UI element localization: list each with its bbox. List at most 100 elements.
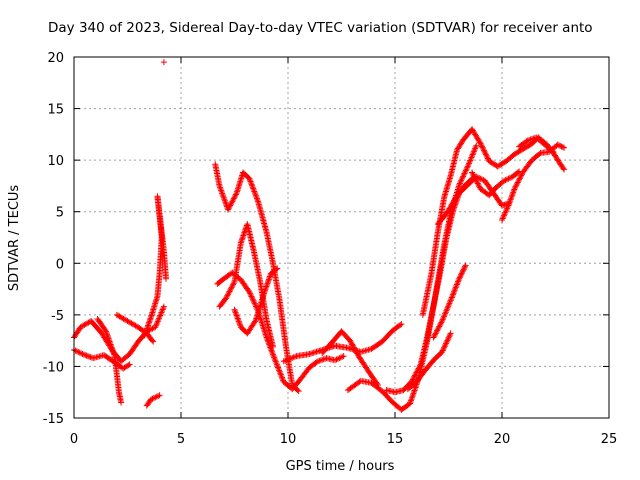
data-point-arc-p — [452, 285, 459, 292]
data-point-arc-o — [446, 333, 453, 340]
data-point-arc-h — [273, 361, 280, 368]
data-point-arc-g — [232, 192, 239, 199]
data-point-arc-p — [449, 291, 456, 298]
data-point-arc-c — [111, 351, 118, 358]
data-point-arc-m — [457, 179, 464, 186]
data-point-arc-q — [481, 148, 488, 155]
data-point-arc-s — [518, 172, 525, 179]
data-point-arc-l — [350, 344, 357, 351]
data-point-arc-b — [83, 352, 90, 359]
data-point-arc-p — [442, 310, 449, 317]
data-point-arc-j — [252, 318, 259, 325]
data-point-arc-h — [333, 356, 340, 363]
data-point-arc-i — [228, 284, 235, 291]
data-point-arc-b — [80, 351, 87, 358]
data-point-arc-s — [510, 189, 517, 196]
grid-lines — [74, 57, 609, 418]
data-point-arc-a — [155, 315, 162, 322]
data-point-arc-g — [232, 191, 239, 198]
data-point-arc-s — [504, 205, 511, 212]
data-point-arc-t — [527, 136, 534, 143]
data-point-arc-g — [295, 388, 302, 395]
data-point-arc-s — [509, 190, 516, 197]
data-point-arc-k — [282, 357, 289, 364]
data-point-arc-q — [483, 152, 490, 159]
data-point-arc-b — [79, 351, 86, 358]
data-point-arc-n — [416, 364, 423, 371]
data-point-arc-m — [462, 169, 469, 176]
data-point-arc-m — [407, 399, 414, 406]
data-point-arc-a — [149, 325, 156, 332]
data-point-arc-h — [337, 354, 344, 361]
data-point-arc-s — [506, 199, 513, 206]
data-point-arc-p — [432, 330, 439, 337]
data-point-arc-h — [251, 300, 258, 307]
data-point-arc-h — [249, 296, 256, 303]
data-point-arc-f — [149, 395, 156, 402]
data-point-arc-h — [278, 373, 285, 380]
data-point-arc-g — [250, 187, 257, 194]
data-point-arc-m — [411, 387, 418, 394]
data-point-arc-s — [515, 178, 522, 185]
data-point-arc-m — [468, 154, 475, 161]
data-point-arc-t — [550, 148, 557, 155]
data-point-arc-s — [510, 187, 517, 194]
data-point-arc-t — [528, 135, 535, 142]
data-point-arc-i — [225, 291, 232, 298]
data-point-arc-c — [107, 340, 114, 347]
data-point-arc-p — [453, 282, 460, 289]
data-point-arc-p — [445, 303, 452, 310]
data-point-arc-g — [247, 177, 254, 184]
data-point-arc-m — [471, 147, 478, 154]
data-point-arc-h — [248, 293, 255, 300]
data-point-arc-m — [459, 174, 466, 181]
data-point-arc-n — [414, 366, 421, 373]
data-point-arc-p — [444, 304, 451, 311]
data-point-arc-g — [230, 195, 237, 202]
data-point-arc-l — [349, 342, 356, 349]
data-point-arc-h — [276, 367, 283, 374]
y-tick-label: 5 — [56, 206, 64, 221]
data-point-arc-p — [454, 280, 461, 287]
data-point-arc-n — [415, 365, 422, 372]
data-point-arc-b — [86, 353, 93, 360]
data-point-arc-a — [152, 324, 159, 331]
data-point-arc-c — [102, 327, 109, 334]
data-point-arc-h — [270, 352, 277, 359]
data-point-arc-s — [511, 186, 518, 193]
data-point-arc-c — [105, 335, 112, 342]
data-point-arc-m — [470, 150, 477, 157]
data-point-arc-s — [513, 182, 520, 189]
data-point-arc-k — [286, 355, 293, 362]
data-point-arc-c — [109, 345, 116, 352]
data-point-arc-k — [283, 357, 290, 364]
data-point-arc-p — [439, 316, 446, 323]
data-point-arc-j — [235, 316, 242, 323]
data-point-arc-q — [482, 150, 489, 157]
data-point-arc-o — [439, 347, 446, 354]
data-point-arc-l — [347, 338, 354, 345]
data-point-arc-c — [106, 337, 113, 344]
data-point-arc-b — [82, 352, 89, 359]
data-point-arc-f — [155, 392, 162, 399]
data-point-arc-m — [465, 161, 472, 168]
data-point-arc-m — [408, 396, 415, 403]
data-point-arc-p — [434, 326, 441, 333]
data-point-arc-r — [474, 180, 481, 187]
data-point-arc-i — [227, 287, 234, 294]
data-point-arc-c — [108, 344, 115, 351]
data-point-arc-p — [447, 297, 454, 304]
data-point-arc-m — [467, 155, 474, 162]
data-point-arc-r — [469, 169, 476, 176]
data-point-arc-b — [87, 354, 94, 361]
data-point-arc-s — [518, 171, 525, 178]
data-point-arc-c — [103, 328, 110, 335]
data-point-arc-g — [222, 199, 229, 206]
data-point-arc-k — [397, 322, 404, 329]
data-point-arc-r — [473, 177, 480, 184]
data-point-arc-p — [452, 284, 459, 291]
data-point-arc-p — [458, 271, 465, 278]
data-point-arc-p — [434, 327, 441, 334]
data-point-arc-q — [478, 143, 485, 150]
data-point-arc-p — [441, 312, 448, 319]
